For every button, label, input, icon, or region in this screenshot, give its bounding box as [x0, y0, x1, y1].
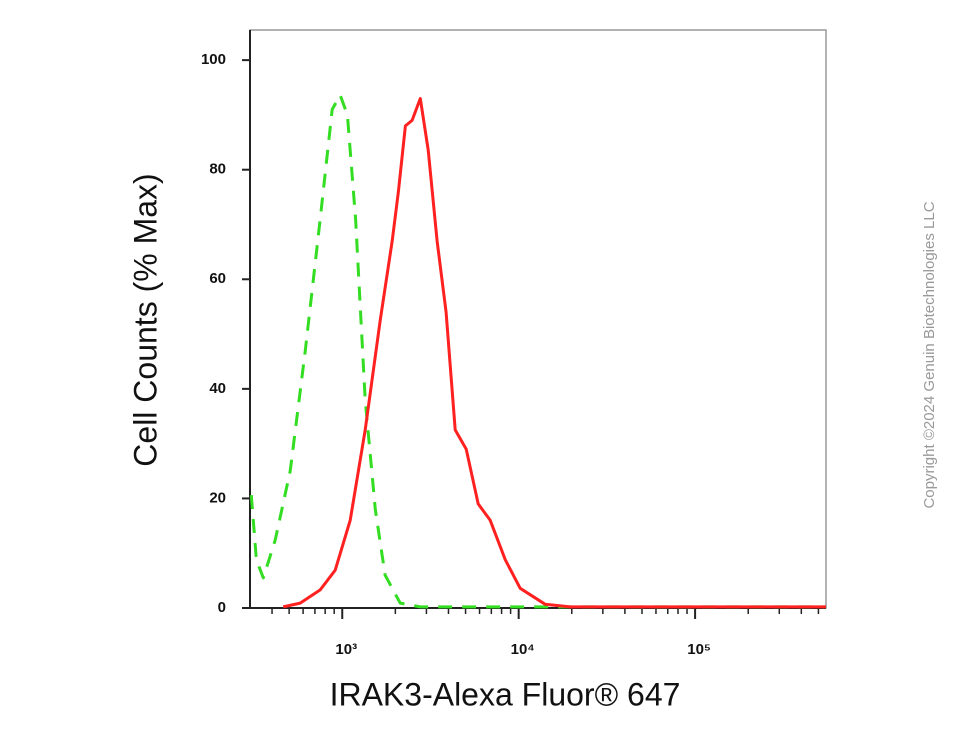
- y-tick-label: 0: [218, 599, 226, 616]
- watermark: Copyright ©2024 Genuin Biotechnologies L…: [921, 201, 938, 508]
- x-tick-label: 10⁴: [511, 641, 535, 658]
- series-line: [249, 93, 826, 609]
- y-tick-label: 80: [209, 161, 226, 178]
- y-tick-label: 60: [209, 270, 226, 287]
- y-tick-label: 100: [201, 51, 226, 68]
- y-axis-label: Cell Counts (% Max): [127, 173, 163, 466]
- series-line: [282, 97, 826, 609]
- y-tick-label: 40: [209, 380, 226, 397]
- y-tick-label: 20: [209, 489, 226, 506]
- x-tick-label: 10³: [335, 641, 357, 658]
- plot-frame: [249, 29, 827, 609]
- x-tick-label: 10⁵: [687, 641, 711, 658]
- x-axis-label: IRAK3-Alexa Fluor® 647: [330, 676, 681, 712]
